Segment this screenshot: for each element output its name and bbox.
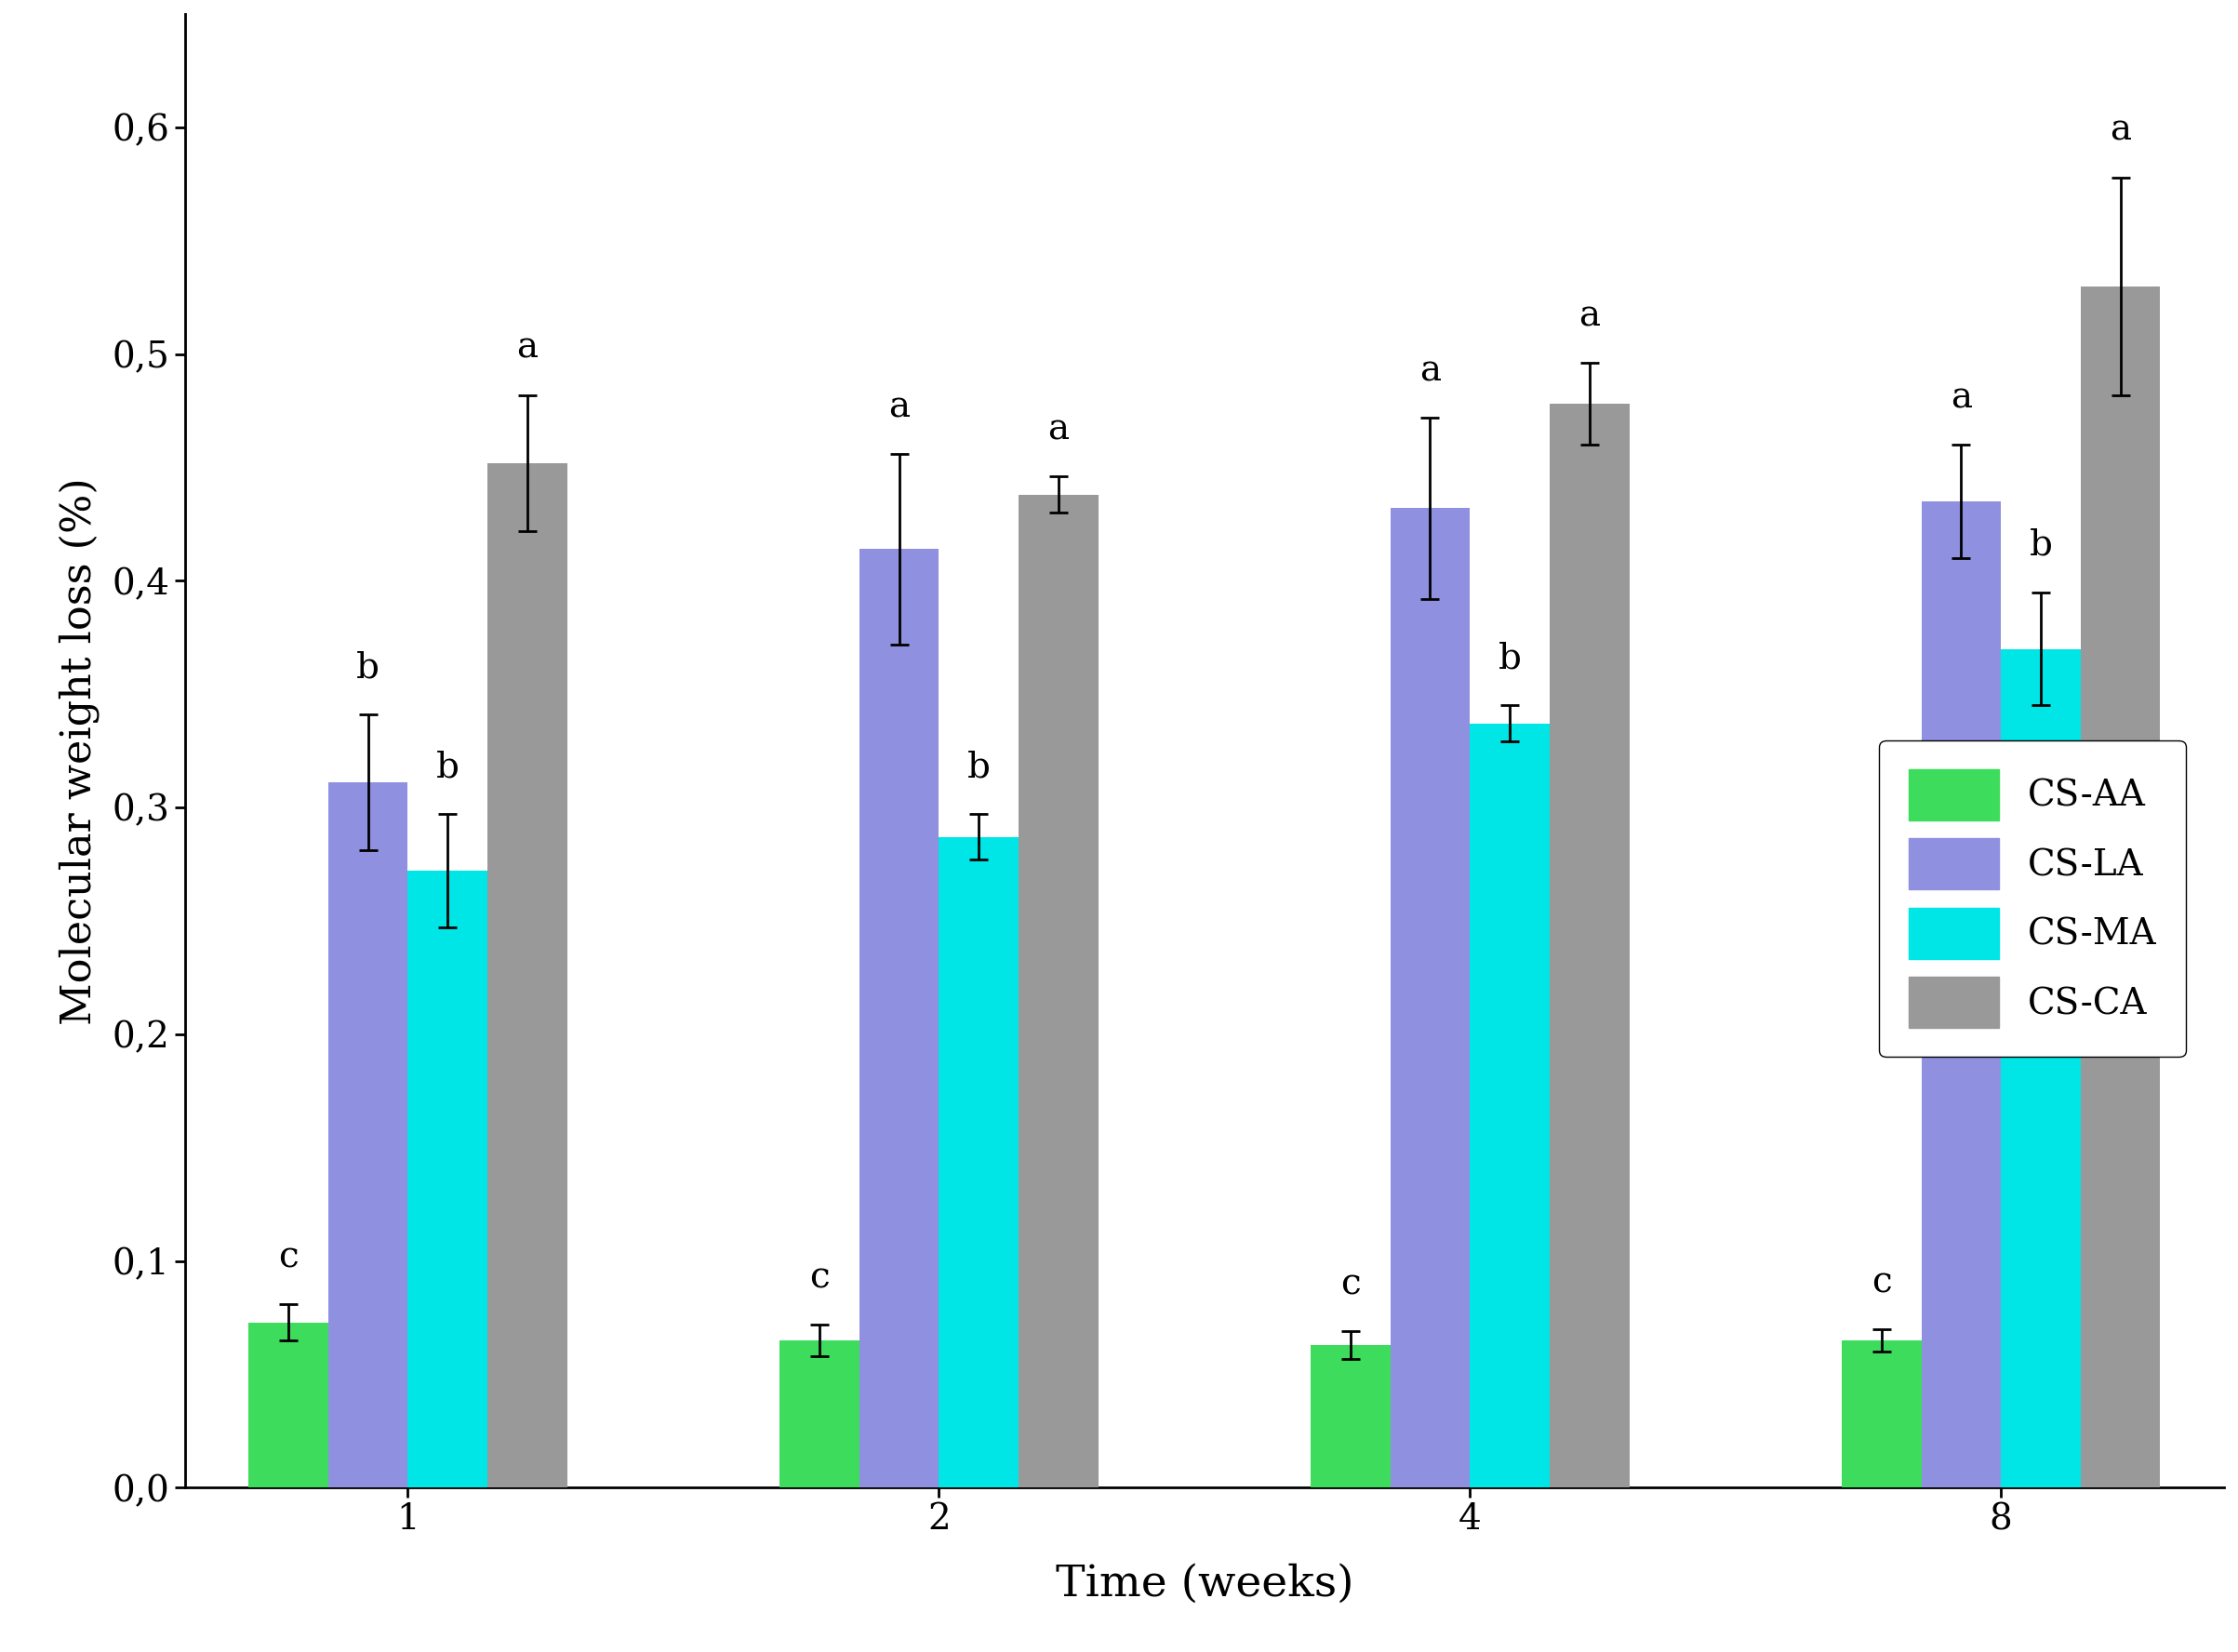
Bar: [1842, 1340, 1922, 1488]
Text: a: a: [1419, 354, 1441, 388]
Text: a: a: [2110, 114, 2131, 147]
Legend: CS-AA, CS-LA, CS-MA, CS-CA: CS-AA, CS-LA, CS-MA, CS-CA: [1880, 740, 2187, 1057]
Text: b: b: [436, 750, 459, 785]
Bar: [940, 838, 1018, 1488]
Text: a: a: [517, 330, 537, 365]
Text: c: c: [1341, 1267, 1361, 1302]
Bar: [407, 871, 488, 1488]
Bar: [248, 1322, 329, 1488]
Bar: [1311, 1345, 1390, 1488]
Bar: [2081, 286, 2160, 1488]
Bar: [1470, 724, 1549, 1488]
Bar: [1390, 509, 1470, 1488]
Bar: [1018, 494, 1099, 1488]
Y-axis label: Molecular weight loss (%): Molecular weight loss (%): [58, 477, 98, 1024]
Text: c: c: [810, 1260, 830, 1295]
Text: a: a: [888, 390, 911, 425]
Text: c: c: [1871, 1265, 1891, 1300]
X-axis label: Time (weeks): Time (weeks): [1056, 1563, 1354, 1606]
Text: a: a: [1578, 299, 1600, 334]
Text: b: b: [1497, 641, 1522, 676]
Bar: [2001, 649, 2081, 1488]
Text: b: b: [2030, 529, 2052, 563]
Bar: [779, 1340, 859, 1488]
Bar: [329, 783, 407, 1488]
Text: b: b: [967, 750, 989, 785]
Bar: [488, 463, 566, 1488]
Bar: [1922, 502, 2001, 1488]
Text: c: c: [278, 1241, 298, 1275]
Text: b: b: [356, 651, 380, 686]
Text: a: a: [1952, 382, 1972, 415]
Text: a: a: [1047, 413, 1070, 448]
Bar: [1549, 405, 1629, 1488]
Bar: [859, 548, 940, 1488]
